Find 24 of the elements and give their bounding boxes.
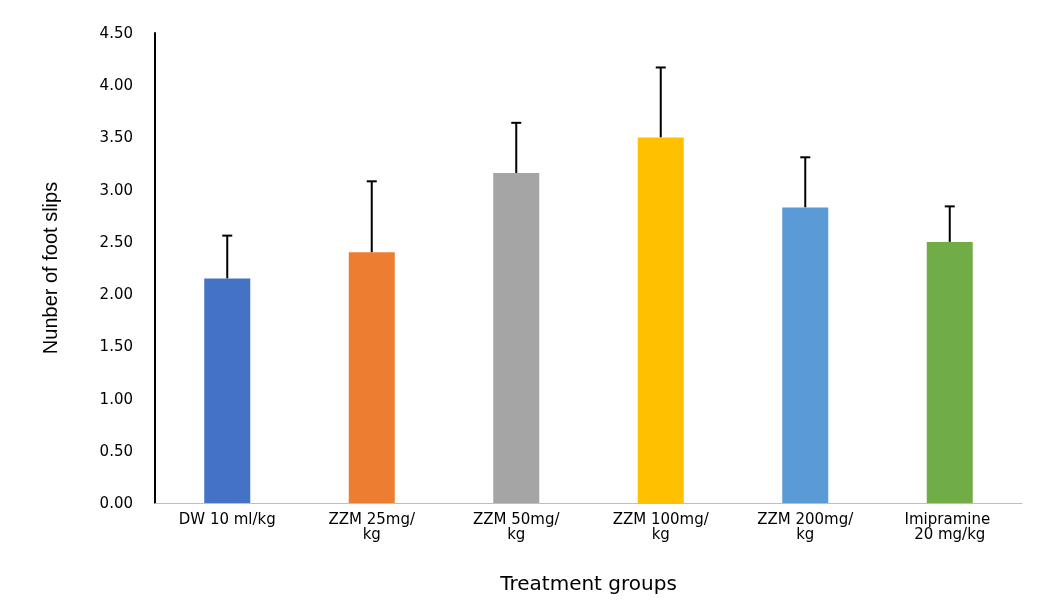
y-tick-label: 2.50 xyxy=(99,232,133,251)
x-axis-title: Treatment groups xyxy=(499,571,677,595)
y-tick-label: 3.00 xyxy=(99,180,133,199)
y-tick-label: 0.50 xyxy=(99,441,133,460)
bar xyxy=(348,252,395,503)
y-tick-label: 1.00 xyxy=(99,389,133,408)
x-tick-label: ZZM 200mg/kg xyxy=(757,509,855,543)
x-tick-label: ZZM 50mg/kg xyxy=(472,509,561,543)
bar xyxy=(204,278,251,503)
bar xyxy=(782,207,829,503)
y-tick-label: 0.00 xyxy=(99,494,133,512)
x-tick-label: DW 10 ml/kg xyxy=(178,509,276,528)
bar xyxy=(637,137,684,503)
x-tick-label: ZZM 25mg/kg xyxy=(328,509,416,543)
y-tick-label: 4.00 xyxy=(99,76,133,95)
y-tick-label: 1.50 xyxy=(99,337,133,356)
y-tick-label: 2.00 xyxy=(99,285,133,304)
bar xyxy=(493,172,540,503)
x-tick-label: ZZM 100mg/kg xyxy=(612,509,710,543)
y-axis-title: Nunber of foot slips xyxy=(39,181,61,355)
x-tick-label: Imipramine 20 mg/kg xyxy=(904,509,995,543)
y-tick-label: 3.50 xyxy=(99,128,133,147)
y-tick-label: 4.50 xyxy=(99,24,133,42)
bar xyxy=(926,241,973,503)
